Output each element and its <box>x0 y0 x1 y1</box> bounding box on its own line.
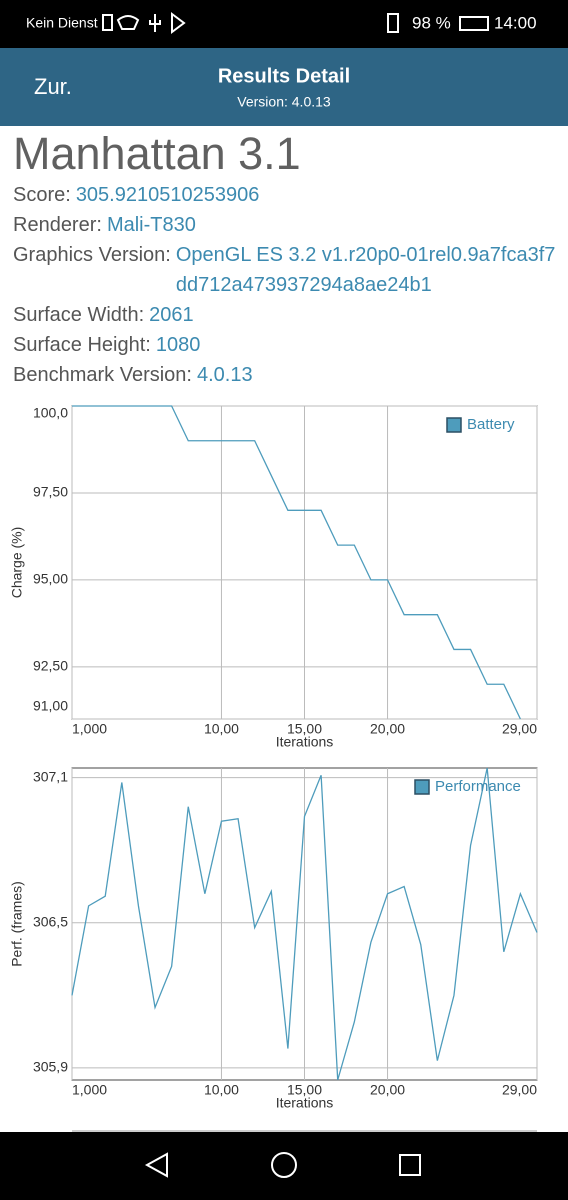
x-tick-label: 1,000 <box>72 1082 107 1098</box>
y-tick-label: 97,50 <box>33 484 68 500</box>
field-row: Renderer: Mali-T830 <box>13 210 558 240</box>
y-tick-label: 95,00 <box>33 571 68 587</box>
y-axis-label: Perf. (frames) <box>9 881 25 967</box>
app-bar <box>0 48 568 126</box>
x-tick-label: 29,00 <box>502 1082 537 1098</box>
data-line <box>72 405 521 720</box>
field-row: Surface Width: 2061 <box>13 300 558 330</box>
field-label: Benchmark Version: <box>13 364 192 386</box>
x-axis-label: Iterations <box>276 1095 334 1111</box>
field-value: 4.0.13 <box>196 364 253 386</box>
field-row: Score: 305.9210510253906 <box>13 180 558 210</box>
field-list: Score: 305.9210510253906 Renderer: Mali-T83… <box>13 180 558 390</box>
carrier: Kein Dienst <box>26 15 98 31</box>
back-button[interactable]: Zur. <box>34 74 72 99</box>
x-tick-label: 15,00 <box>287 721 322 737</box>
data-line <box>71 767 538 1081</box>
field-value: 1080 <box>155 334 201 356</box>
field-label: Graphics Version: <box>13 244 171 266</box>
x-axis-label: Iterations <box>276 734 334 750</box>
field-label: Score: <box>13 184 71 206</box>
field-value: Mali-T830 <box>106 214 196 236</box>
field-label: Surface Width: <box>13 304 145 326</box>
status-icons <box>102 12 489 34</box>
x-tick-label: 29,00 <box>502 721 537 737</box>
x-tick-label: 15,00 <box>287 1082 322 1098</box>
nav-bar <box>0 1132 568 1200</box>
x-tick-label: 10,00 <box>204 721 239 737</box>
legend-label: Battery <box>467 416 515 433</box>
screen-subtitle: Version: 4.0.13 <box>237 94 331 110</box>
field-row: Graphics Version: OpenGL ES 3.2 v1.r20p0-… <box>13 240 558 300</box>
status-bar <box>0 0 568 48</box>
x-tick-label: 1,000 <box>72 721 107 737</box>
benchmark-title: Manhattan 3.1 <box>13 128 301 179</box>
field-row: Surface Height: 1080 <box>13 330 558 360</box>
y-tick-label: 306,5 <box>33 913 68 929</box>
legend-swatch <box>446 417 462 433</box>
y-tick-label: 91,00 <box>33 698 68 714</box>
field-value: 2061 <box>149 304 194 326</box>
field-label: Renderer: <box>13 214 102 236</box>
legend-label: Performance <box>435 778 521 795</box>
y-tick-label: 307,1 <box>33 768 68 784</box>
y-tick-label: 92,50 <box>33 658 68 674</box>
y-axis-label: Charge (%) <box>9 527 25 599</box>
y-tick-label: 100,0 <box>33 405 68 421</box>
y-tick-label: 305,9 <box>33 1059 68 1075</box>
nav-home[interactable] <box>271 1152 297 1178</box>
field-label: Surface Height: <box>13 334 151 356</box>
legend-swatch <box>414 779 430 795</box>
field-value: 305.9210510253906 <box>75 184 260 206</box>
screen-title: Results Detail <box>218 65 350 87</box>
clock: 14:00 <box>494 13 537 32</box>
field-row: Benchmark Version: 4.0.13 <box>13 360 558 390</box>
battery-level: 98 % <box>412 13 451 32</box>
x-tick-label: 20,00 <box>370 1082 405 1098</box>
benchmark-info: Manhattan 3.1 Score: 305.9210510253906 Ren… <box>13 128 558 390</box>
nav-back[interactable] <box>144 1152 168 1178</box>
nav-recent[interactable] <box>399 1154 421 1176</box>
x-tick-label: 10,00 <box>204 1082 239 1098</box>
field-value: OpenGL ES 3.2 v1.r20p0-01rel0.9a7fca3f7d… <box>175 244 556 296</box>
x-tick-label: 20,00 <box>370 721 405 737</box>
